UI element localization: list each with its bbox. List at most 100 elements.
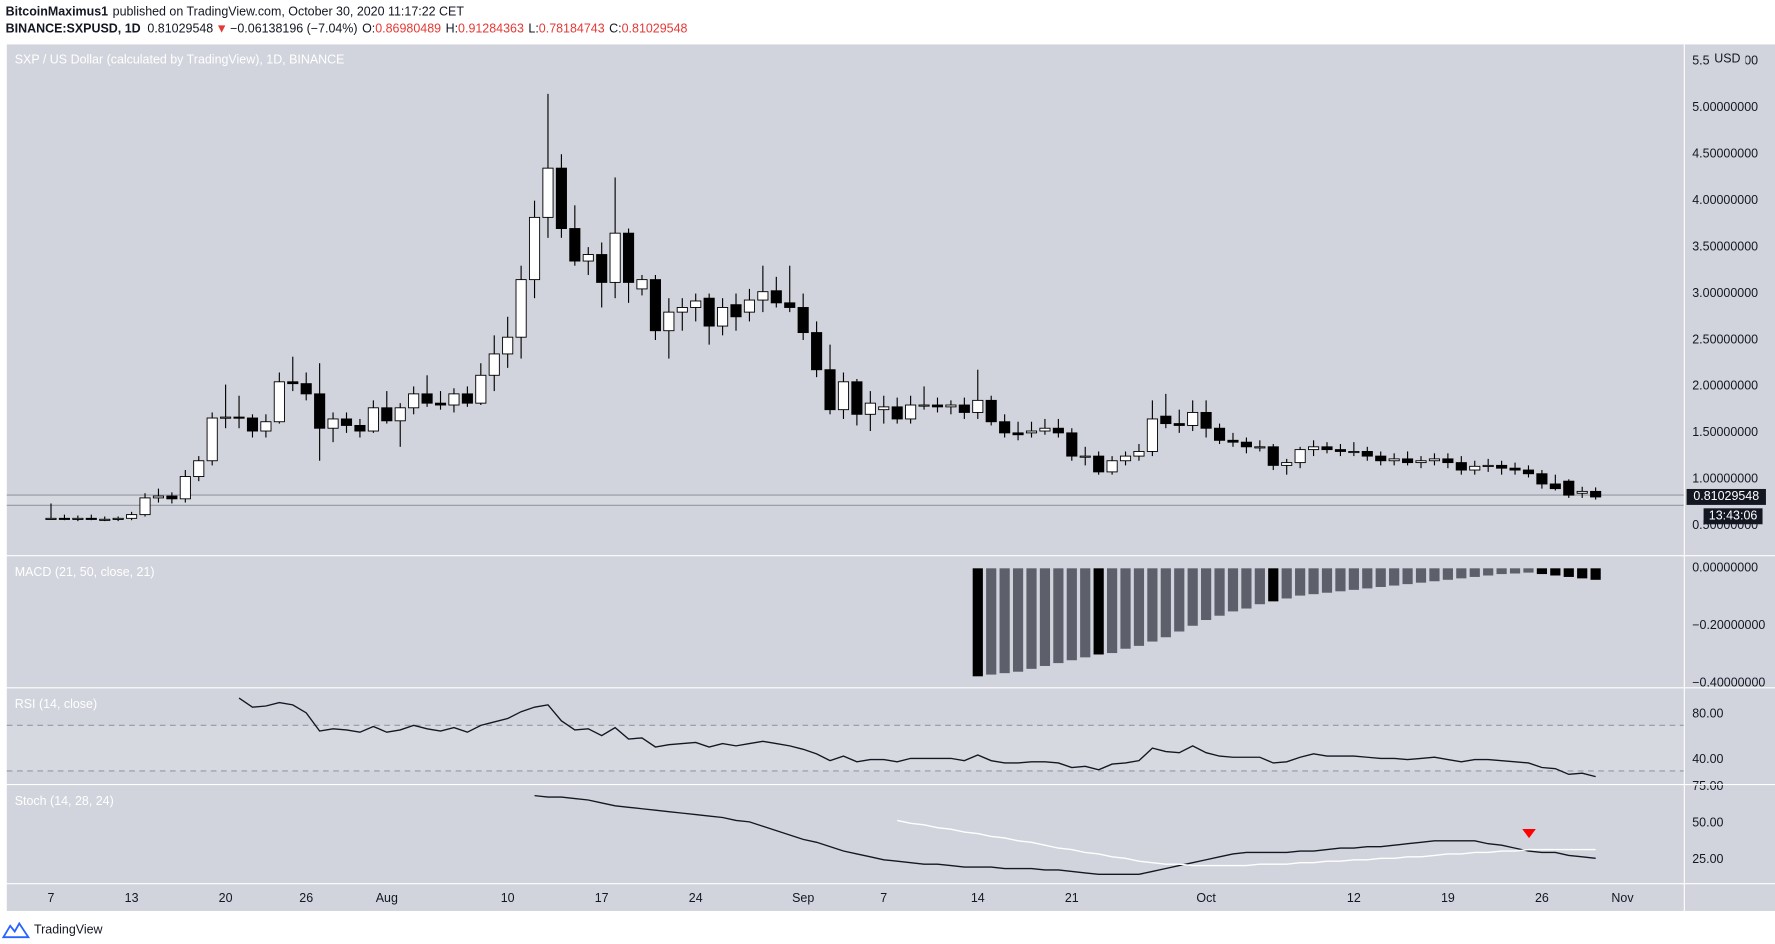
candle-body (1146, 418, 1158, 452)
ohlc-value: 0.91284363 (458, 22, 524, 36)
plots: 0.500000001.000000001.500000002.00000000… (6, 51, 1766, 905)
candle-body (1093, 455, 1105, 473)
candle-body (1442, 458, 1454, 464)
histogram-bar (1402, 568, 1413, 585)
x-tick-label: 20 (219, 891, 233, 905)
x-tick-label: 21 (1065, 891, 1079, 905)
candle-body (1106, 460, 1118, 473)
y-tick-label: 75.00 (1692, 779, 1723, 793)
histogram-bar (1308, 568, 1319, 595)
candle-body (1361, 450, 1373, 457)
histogram-bar (1536, 568, 1548, 575)
candle-body (797, 307, 809, 334)
x-tick-label: 17 (595, 891, 609, 905)
candle-body (690, 300, 702, 308)
y-tick-label: 4.00000000 (1692, 193, 1758, 207)
y-tick-label: 3.00000000 (1692, 286, 1758, 300)
candle-body (1039, 427, 1051, 432)
candle-body (1348, 450, 1360, 454)
candle-body (166, 495, 178, 500)
x-tick-label: Sep (792, 891, 814, 905)
candle-body (475, 374, 487, 404)
candle-body (1308, 446, 1320, 451)
candle-body (1119, 455, 1132, 462)
indicator-line (238, 697, 1596, 778)
x-tick-label: 7 (48, 891, 55, 905)
brand-logo (1, 921, 31, 939)
candle-body (488, 353, 500, 376)
candle-body (1334, 449, 1346, 452)
candle-body (515, 279, 527, 338)
candle-body (1294, 449, 1306, 464)
candle-body (1388, 458, 1400, 462)
histogram-bar (1268, 568, 1279, 602)
histogram-bar (1187, 568, 1198, 626)
candle-body (596, 254, 608, 283)
y-tick-label: 40.00 (1692, 752, 1723, 766)
x-tick-label: Nov (1611, 891, 1634, 905)
histogram-bar (1496, 568, 1507, 575)
x-tick-label: 24 (689, 891, 703, 905)
candle-body (354, 424, 366, 432)
candle-body (730, 304, 742, 318)
candle-body (1012, 432, 1024, 436)
x-tick-label: Aug (376, 891, 398, 905)
candle-body (502, 336, 514, 355)
candle-body (1267, 446, 1279, 466)
histogram-bar (1389, 568, 1400, 586)
histogram-bar (1066, 568, 1077, 661)
candle-body (609, 232, 621, 283)
candle-body (1321, 446, 1333, 451)
candle-body (461, 393, 473, 404)
y-tick-label: 1.50000000 (1692, 425, 1758, 439)
y-tick-label: 80.00 (1692, 706, 1723, 720)
histogram-bar (1362, 568, 1373, 589)
price: 0.81029548 (147, 22, 213, 36)
candle-body (1227, 439, 1239, 443)
candle-body (770, 290, 782, 304)
histogram-bar (1415, 568, 1427, 583)
candle-body (864, 402, 876, 415)
currency: USD (1714, 51, 1740, 65)
last-price-tag (1686, 488, 1766, 505)
candle-body (663, 311, 675, 332)
y-tick-label: 4.50000000 (1692, 147, 1758, 161)
chart-background (6, 44, 1775, 911)
candle-body (99, 518, 111, 521)
ohlc-label: C: (609, 22, 621, 36)
band-fill (6, 725, 1685, 771)
candle-body (112, 517, 124, 520)
candle-body (233, 416, 245, 419)
candle-body (676, 307, 688, 313)
candle-body (918, 404, 930, 407)
candle-body (1240, 441, 1252, 448)
candle-body (273, 381, 285, 423)
candle-body (999, 421, 1011, 434)
candle-body (623, 232, 635, 283)
histogram-bar (1281, 568, 1292, 599)
histogram-bar (1335, 568, 1346, 592)
histogram-bar (972, 568, 983, 677)
y-tick-label: 5.00000000 (1692, 100, 1758, 114)
candle-body (985, 399, 997, 423)
candle-body (1066, 432, 1078, 457)
histogram-bar (1348, 568, 1359, 590)
candle-body (1213, 427, 1226, 441)
candle-body (193, 460, 205, 477)
ohlc-value: 0.81029548 (622, 22, 688, 36)
candle-body (1254, 446, 1266, 449)
candle-body (1415, 460, 1427, 464)
header-line-2: BINANCE:SXPUSD, 1D 0.81029548 ▼ −0.06138196… (6, 22, 688, 36)
histogram-bar (1147, 568, 1158, 642)
candle-body (891, 406, 903, 420)
candle-body (58, 517, 70, 520)
candle-body (367, 407, 379, 432)
candle-body (555, 167, 567, 229)
candle-body (1496, 464, 1508, 469)
countdown-tag (1703, 508, 1763, 525)
x-tick-label: 26 (299, 891, 313, 905)
histogram-bar (1133, 568, 1145, 646)
candle-body (1482, 464, 1494, 467)
candle-body (1509, 467, 1521, 471)
candle-body (1173, 423, 1185, 426)
